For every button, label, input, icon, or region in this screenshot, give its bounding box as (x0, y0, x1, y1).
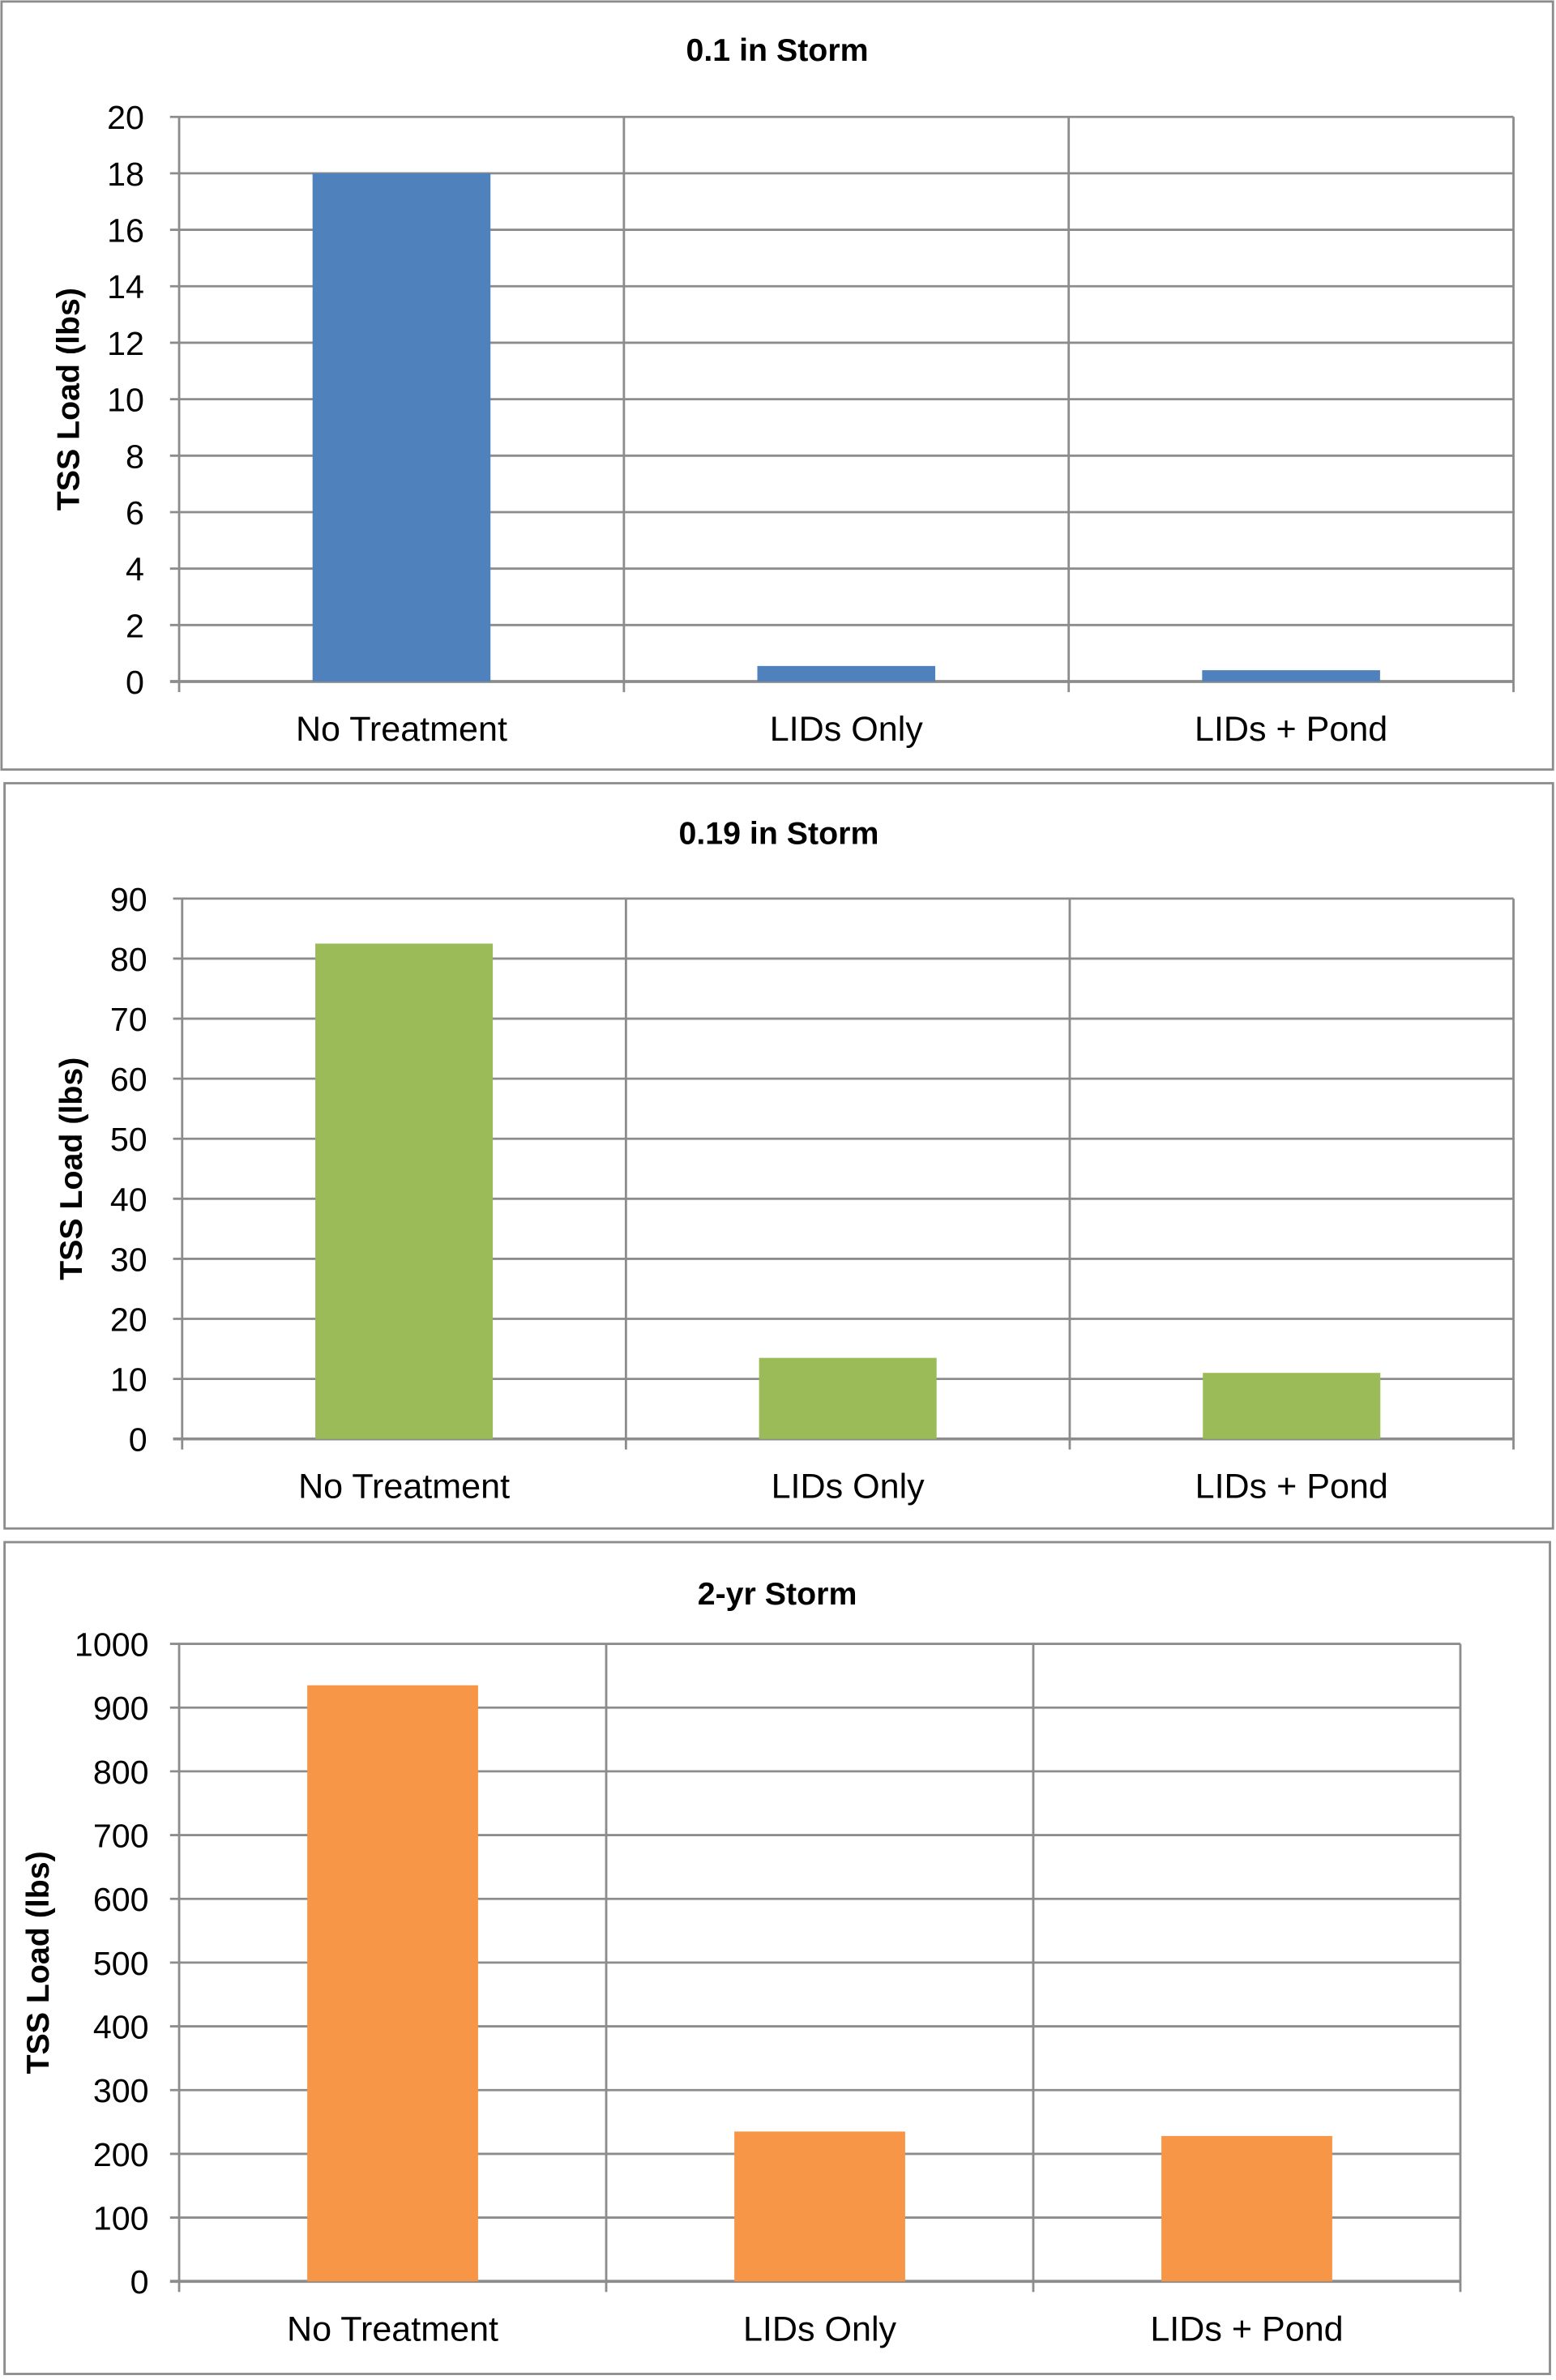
y-axis-label: TSS Load (lbs) (50, 288, 86, 511)
y-tick-label: 0 (126, 664, 144, 701)
chart-panel-3: 2-yr Storm TSS Load (lbs) 0 100 200 300 400 500… (3, 1540, 1551, 2375)
x-category-label: No Treatment (287, 2309, 498, 2348)
y-tick-label: 4 (126, 551, 144, 588)
y-tick-label: 70 (110, 1001, 147, 1038)
y-tick-label: 16 (107, 212, 144, 250)
chart-border (0, 0, 1554, 771)
bar-lids-pond (1203, 1373, 1381, 1439)
bar-lids-only (734, 2131, 905, 2282)
y-tick-label: 600 (93, 1881, 149, 1918)
bar-lids-only (759, 1357, 937, 1439)
x-category-label: LIDs Only (743, 2309, 897, 2348)
y-tick-label: 1000 (75, 1626, 149, 1664)
x-category-label: LIDs Only (772, 1468, 925, 1506)
bar-lids-only (757, 665, 936, 682)
x-category-label: LIDs + Pond (1195, 710, 1387, 749)
bar-no-treatment (307, 1685, 478, 2282)
y-tick-label: 100 (93, 2200, 149, 2237)
y-tick-label: 0 (129, 1421, 147, 1459)
y-tick-label: 0 (130, 2263, 149, 2301)
chart-panel-2: 0.19 in Storm TSS Load (lbs) 0 10 20 30 40 50 60… (3, 782, 1554, 1530)
y-tick-label: 300 (93, 2072, 149, 2109)
y-tick-label: 400 (93, 2009, 149, 2046)
y-tick-label: 30 (110, 1241, 147, 1278)
chart-title: 2-yr Storm (698, 1576, 857, 1612)
y-tick-label: 900 (93, 1690, 149, 1727)
y-tick-label: 20 (107, 99, 144, 136)
y-tick-label: 8 (126, 438, 144, 475)
y-tick-label: 18 (107, 156, 144, 193)
y-tick-label: 500 (93, 1945, 149, 1982)
y-tick-label: 90 (110, 881, 147, 918)
bar-lids-pond (1202, 670, 1380, 682)
bar-no-treatment (315, 943, 494, 1439)
y-tick-label: 10 (110, 1361, 147, 1399)
y-tick-label: 20 (110, 1301, 147, 1338)
y-axis-label: TSS Load (lbs) (53, 1058, 89, 1280)
y-axis-label: TSS Load (lbs) (20, 1851, 56, 2074)
y-tick-label: 12 (107, 325, 144, 362)
y-tick-label: 60 (110, 1061, 147, 1098)
y-tick-label: 200 (93, 2136, 149, 2173)
y-tick-label: 10 (107, 382, 144, 419)
chart-panel-1: 0.1 in Storm TSS Load (lbs) 0 2 4 6 8 10 12 14 16 1… (0, 0, 1554, 771)
y-tick-label: 40 (110, 1181, 147, 1218)
chart-title: 0.19 in Storm (678, 815, 878, 851)
x-category-label: LIDs + Pond (1150, 2309, 1343, 2348)
y-tick-label: 80 (110, 941, 147, 978)
x-category-label: No Treatment (296, 710, 507, 749)
x-category-label: LIDs + Pond (1195, 1468, 1388, 1506)
y-tick-label: 700 (93, 1818, 149, 1855)
bar-lids-pond (1161, 2135, 1332, 2282)
y-tick-label: 800 (93, 1754, 149, 1791)
x-category-label: LIDs Only (770, 710, 924, 749)
y-tick-label: 50 (110, 1121, 147, 1158)
y-tick-label: 2 (126, 607, 144, 644)
y-tick-label: 6 (126, 494, 144, 532)
bar-no-treatment (312, 173, 491, 682)
chart-title: 0.1 in Storm (686, 32, 869, 68)
x-category-label: No Treatment (298, 1468, 510, 1506)
y-tick-label: 14 (107, 268, 144, 306)
